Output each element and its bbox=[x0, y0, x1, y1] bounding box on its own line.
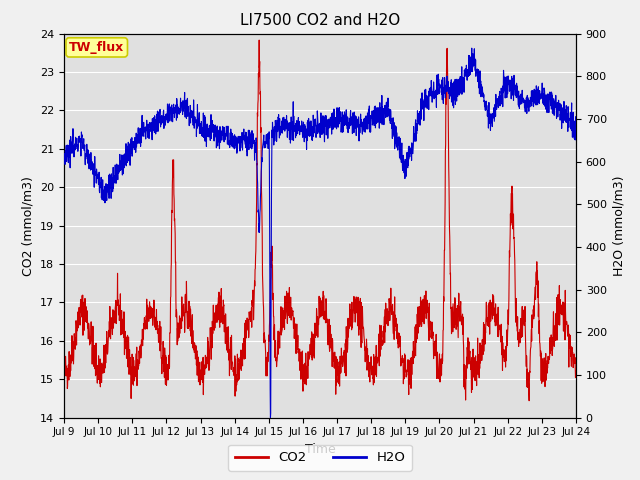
Text: TW_flux: TW_flux bbox=[69, 41, 124, 54]
Y-axis label: H2O (mmol/m3): H2O (mmol/m3) bbox=[612, 175, 625, 276]
Title: LI7500 CO2 and H2O: LI7500 CO2 and H2O bbox=[240, 13, 400, 28]
X-axis label: Time: Time bbox=[305, 443, 335, 456]
Legend: CO2, H2O: CO2, H2O bbox=[228, 445, 412, 471]
Y-axis label: CO2 (mmol/m3): CO2 (mmol/m3) bbox=[22, 176, 35, 276]
